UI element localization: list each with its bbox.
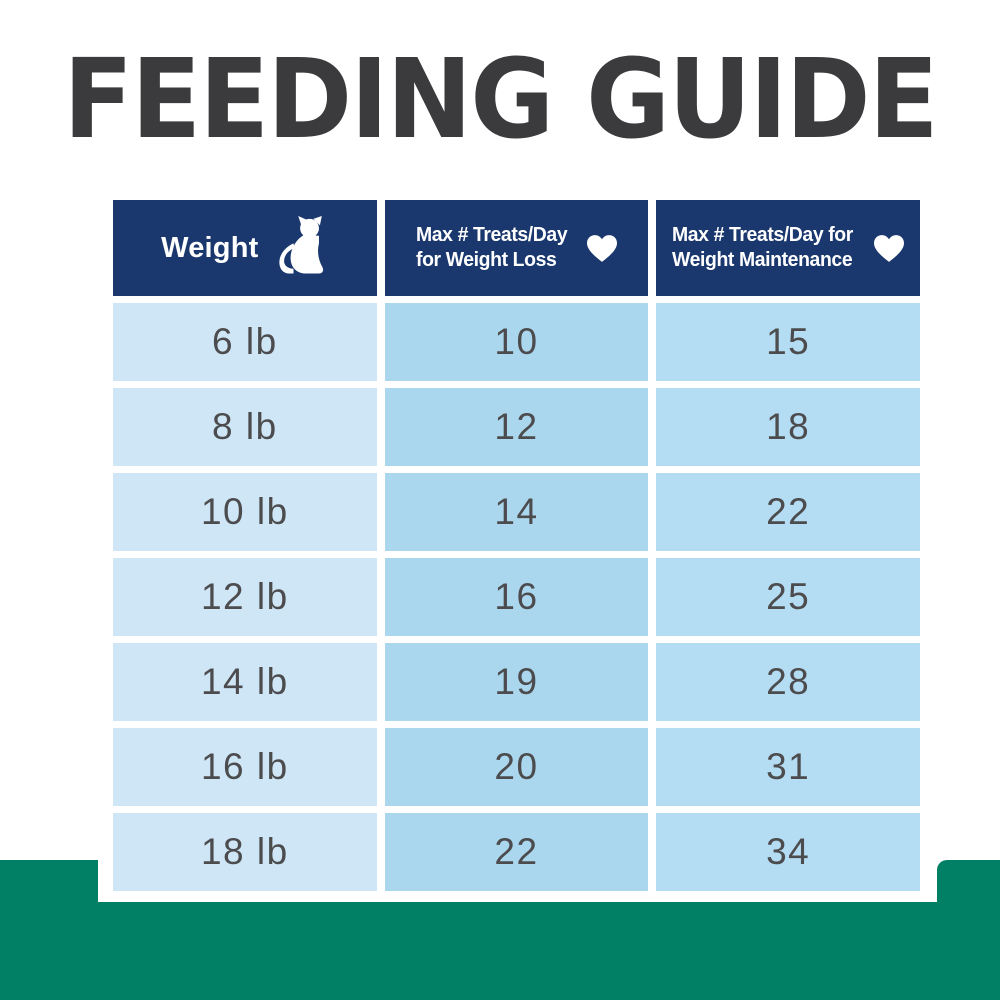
heart-icon: [873, 234, 904, 262]
weight-loss-header-label: Max # Treats/Day for Weight Loss: [416, 224, 568, 271]
treats-maintenance-cell: 28: [656, 643, 920, 721]
footer-band-right: [937, 860, 1000, 903]
weight-cell: 10 lb: [113, 473, 377, 551]
weight-cell: 12 lb: [113, 558, 377, 636]
weight-cell: 16 lb: [113, 728, 377, 806]
header-cell-weight-loss: Max # Treats/Day for Weight Loss: [384, 200, 649, 296]
weight-cell: 18 lb: [113, 813, 377, 891]
weight-cell: 8 lb: [113, 388, 377, 466]
treats-loss-cell: 20: [384, 728, 649, 806]
weight-header-label: Weight: [161, 231, 259, 264]
cat-icon: [279, 216, 324, 274]
header-cell-weight: Weight: [113, 200, 377, 296]
header-cell-weight-maintenance: Max # Treats/Day for Weight Maintenance: [656, 200, 920, 296]
treats-loss-cell: 10: [384, 303, 649, 381]
footer-band-left: [0, 860, 98, 903]
treats-loss-cell: 14: [384, 473, 649, 551]
treats-maintenance-cell: 22: [656, 473, 920, 551]
feeding-table: Weight Max # Treats/Day for Weight Loss: [113, 200, 920, 891]
weight-cell: 6 lb: [113, 303, 377, 381]
footer-band: [0, 901, 1000, 1000]
heart-icon: [586, 234, 617, 262]
treats-maintenance-cell: 25: [656, 558, 920, 636]
weight-maintenance-header-label: Max # Treats/Day for Weight Maintenance: [672, 224, 854, 271]
treats-loss-cell: 19: [384, 643, 649, 721]
weight-cell: 14 lb: [113, 643, 377, 721]
treats-maintenance-cell: 18: [656, 388, 920, 466]
treats-maintenance-cell: 34: [656, 813, 920, 891]
treats-loss-cell: 22: [384, 813, 649, 891]
treats-loss-cell: 16: [384, 558, 649, 636]
page-title: FEEDING GUIDE: [63, 35, 938, 163]
treats-loss-cell: 12: [384, 388, 649, 466]
treats-maintenance-cell: 31: [656, 728, 920, 806]
treats-maintenance-cell: 15: [656, 303, 920, 381]
